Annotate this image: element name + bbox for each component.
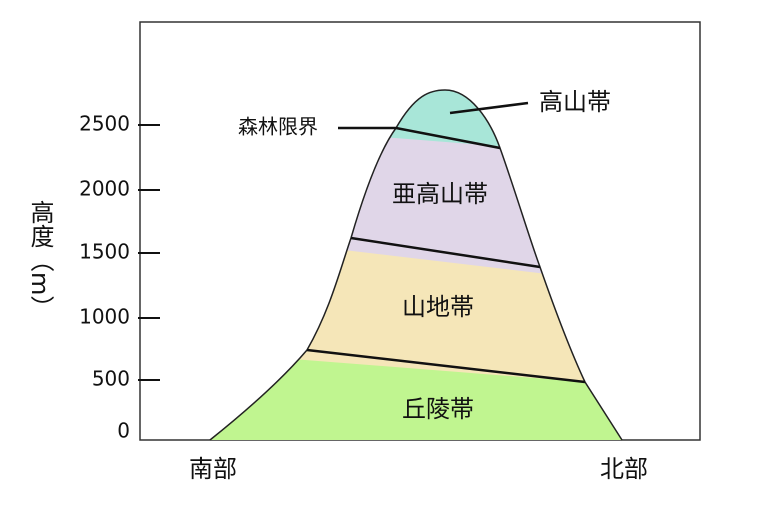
annotation: 森林限界 — [238, 115, 318, 139]
y-tick-label: 2000 — [79, 177, 130, 201]
y-axis-label: 高度（m） — [26, 200, 54, 319]
zone-label: 山地帯 — [402, 293, 474, 321]
y-tick-label: 1500 — [79, 240, 130, 264]
zone-boundary — [306, 348, 586, 384]
mountain — [210, 90, 622, 440]
leader-line — [449, 101, 529, 115]
zone-label: 丘陵帯 — [402, 395, 474, 423]
y-tick-label: 500 — [92, 367, 130, 391]
y-tick-label: 0 — [117, 419, 130, 443]
zone-label: 高山帯 — [539, 88, 611, 116]
x-label-left: 南部 — [189, 455, 237, 483]
zone-boundary — [350, 236, 541, 269]
zone-label: 亜高山帯 — [392, 180, 488, 208]
y-tick-label: 2500 — [79, 112, 130, 136]
zone-boundary — [395, 126, 501, 150]
x-label-right: 北部 — [600, 455, 648, 483]
y-tick-label: 1000 — [79, 305, 130, 329]
